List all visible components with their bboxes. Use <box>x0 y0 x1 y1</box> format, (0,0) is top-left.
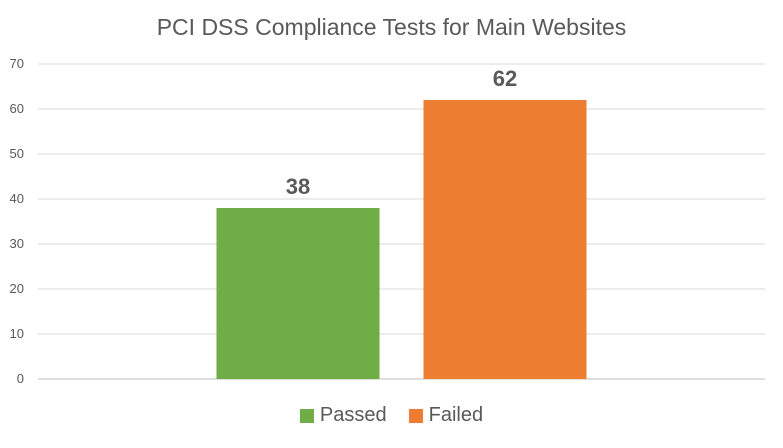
y-axis-ticks: 0 10 20 30 40 50 60 70 <box>10 56 24 386</box>
legend-item-failed: Failed <box>408 404 484 427</box>
grid-lines <box>38 63 765 380</box>
y-tick-label: 50 <box>10 146 24 161</box>
y-tick-label: 10 <box>10 326 24 341</box>
legend-label-failed: Failed <box>428 404 484 426</box>
y-tick-label: 40 <box>10 191 24 206</box>
bar-passed <box>216 208 380 379</box>
legend-swatch-failed <box>408 408 423 423</box>
data-label-passed: 38 <box>286 174 310 199</box>
legend-item-passed: Passed <box>299 404 387 427</box>
y-tick-label: 20 <box>10 281 24 296</box>
legend: Passed Failed <box>0 404 783 427</box>
data-labels: 38 62 <box>286 66 517 199</box>
legend-swatch-passed <box>299 408 314 423</box>
legend-label-passed: Passed <box>319 404 387 426</box>
data-label-failed: 62 <box>493 66 517 91</box>
y-tick-label: 60 <box>10 101 24 116</box>
chart-title: PCI DSS Compliance Tests for Main Websit… <box>156 14 627 40</box>
bars <box>216 100 587 379</box>
y-tick-label: 0 <box>17 371 24 386</box>
y-tick-label: 30 <box>10 236 24 251</box>
bar-failed <box>423 100 587 379</box>
y-tick-label: 70 <box>10 56 24 71</box>
